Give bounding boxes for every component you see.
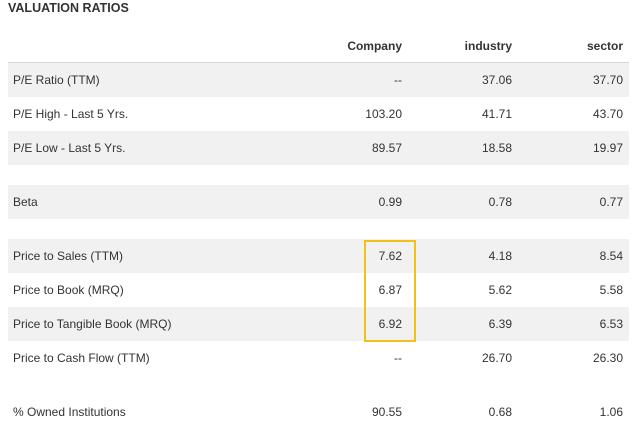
sector-value: 26.30 <box>592 351 623 365</box>
table-row: P/E High - Last 5 Yrs. 103.20 41.71 43.7… <box>8 97 629 131</box>
industry-value: 0.68 <box>488 405 512 419</box>
sector-value: 6.53 <box>599 317 623 331</box>
company-value: -- <box>394 351 402 365</box>
industry-value: 5.62 <box>488 283 512 297</box>
row-label: Price to Tangible Book (MRQ) <box>13 317 172 331</box>
industry-value: 4.18 <box>488 249 512 263</box>
row-label: Beta <box>13 195 38 209</box>
company-value: 103.20 <box>365 107 402 121</box>
table-row: P/E Ratio (TTM) -- 37.06 37.70 <box>8 63 629 97</box>
company-value: 6.87 <box>378 283 402 297</box>
sector-value: 8.54 <box>599 249 623 263</box>
sector-value: 43.70 <box>592 107 623 121</box>
company-value: 0.99 <box>378 195 402 209</box>
industry-value: 41.71 <box>481 107 512 121</box>
row-label: P/E High - Last 5 Yrs. <box>13 107 129 121</box>
industry-value: 18.58 <box>481 141 512 155</box>
table-row: Beta 0.99 0.78 0.77 <box>8 185 629 219</box>
table-row: Price to Cash Flow (TTM) -- 26.70 26.30 <box>8 341 629 375</box>
section-title: VALUATION RATIOS <box>8 1 129 15</box>
header-divider <box>8 62 629 63</box>
table-row: P/E Low - Last 5 Yrs. 89.57 18.58 19.97 <box>8 131 629 165</box>
company-value: 90.55 <box>371 405 402 419</box>
sector-value: 1.06 <box>599 405 623 419</box>
industry-value: 26.70 <box>481 351 512 365</box>
row-label: P/E Ratio (TTM) <box>13 73 100 87</box>
company-value: -- <box>394 73 402 87</box>
company-value: 89.57 <box>371 141 402 155</box>
sector-value: 0.77 <box>599 195 623 209</box>
row-label: Price to Cash Flow (TTM) <box>13 351 150 365</box>
row-label: Price to Book (MRQ) <box>13 283 124 297</box>
table-row: Price to Book (MRQ) 6.87 5.62 5.58 <box>8 273 629 307</box>
table-row: Price to Tangible Book (MRQ) 6.92 6.39 6… <box>8 307 629 341</box>
row-label: % Owned Institutions <box>13 405 126 419</box>
industry-value: 6.39 <box>488 317 512 331</box>
sector-value: 37.70 <box>592 73 623 87</box>
column-header-sector: sector <box>586 39 623 53</box>
company-value: 6.92 <box>378 317 402 331</box>
row-label: P/E Low - Last 5 Yrs. <box>13 141 126 155</box>
table-row: Price to Sales (TTM) 7.62 4.18 8.54 <box>8 239 629 273</box>
column-header-industry: industry <box>464 39 512 53</box>
sector-value: 5.58 <box>599 283 623 297</box>
industry-value: 0.78 <box>488 195 512 209</box>
row-label: Price to Sales (TTM) <box>13 249 124 263</box>
sector-value: 19.97 <box>592 141 623 155</box>
table-row: % Owned Institutions 90.55 0.68 1.06 <box>8 395 629 429</box>
column-header-company: Company <box>347 39 402 53</box>
company-value: 7.62 <box>378 249 402 263</box>
industry-value: 37.06 <box>481 73 512 87</box>
